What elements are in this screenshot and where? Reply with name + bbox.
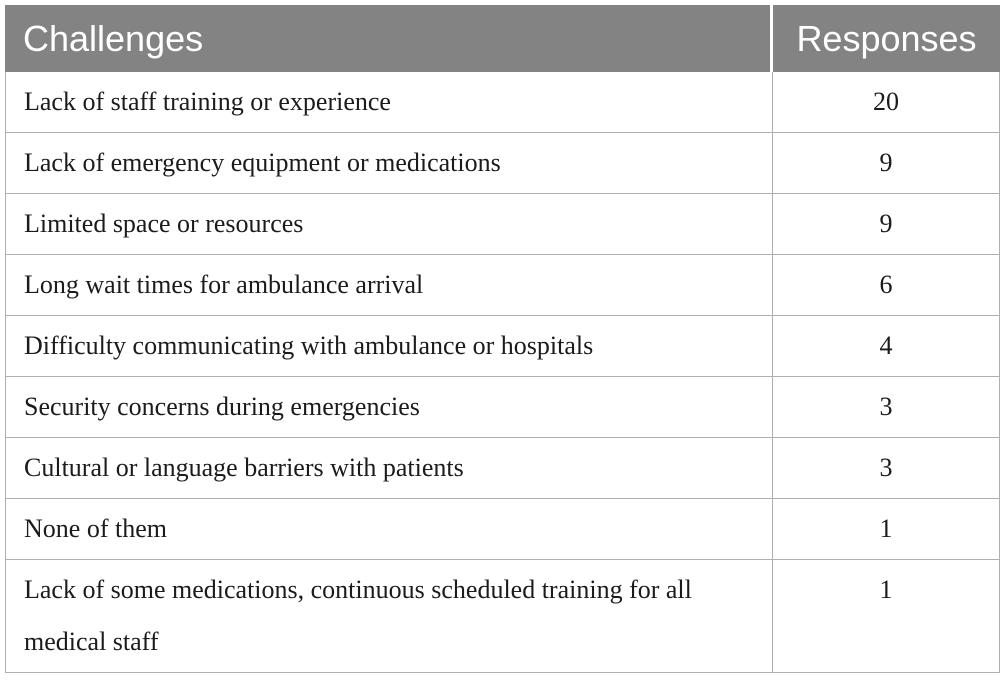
challenge-cell: Lack of staff training or experience bbox=[24, 87, 391, 116]
responses-cell: 3 bbox=[772, 438, 999, 498]
responses-cell: 9 bbox=[772, 133, 999, 193]
table-row: Lack of some medications, continuous sch… bbox=[6, 560, 999, 673]
responses-cell: 1 bbox=[772, 560, 999, 672]
table-row: Difficulty communicating with ambulance … bbox=[6, 316, 999, 377]
table-row: Lack of emergency equipment or medicatio… bbox=[6, 133, 999, 194]
responses-cell: 4 bbox=[772, 316, 999, 376]
challenge-cell: Long wait times for ambulance arrival bbox=[24, 270, 424, 299]
table-row: None of them 1 bbox=[6, 499, 999, 560]
challenge-cell: Lack of emergency equipment or medicatio… bbox=[24, 148, 501, 177]
table-row: Cultural or language barriers with patie… bbox=[6, 438, 999, 499]
challenge-cell: Lack of some medications, continuous sch… bbox=[24, 575, 692, 656]
table-body: Lack of staff training or experience 20 … bbox=[5, 72, 1000, 673]
challenges-responses-table: Challenges Responses Lack of staff train… bbox=[5, 5, 1000, 673]
challenge-cell: Limited space or resources bbox=[24, 209, 304, 238]
table-row: Limited space or resources 9 bbox=[6, 194, 999, 255]
table-row: Lack of staff training or experience 20 bbox=[6, 72, 999, 133]
challenge-cell: Cultural or language barriers with patie… bbox=[24, 453, 464, 482]
table-row: Long wait times for ambulance arrival 6 bbox=[6, 255, 999, 316]
column-header-responses: Responses bbox=[773, 5, 1000, 72]
challenge-cell: None of them bbox=[24, 514, 167, 543]
responses-cell: 3 bbox=[772, 377, 999, 437]
responses-cell: 9 bbox=[772, 194, 999, 254]
challenge-cell: Difficulty communicating with ambulance … bbox=[24, 331, 594, 360]
responses-cell: 20 bbox=[772, 72, 999, 132]
table-header-row: Challenges Responses bbox=[5, 5, 1000, 72]
column-header-challenges: Challenges bbox=[5, 5, 770, 72]
responses-cell: 6 bbox=[772, 255, 999, 315]
table-row: Security concerns during emergencies 3 bbox=[6, 377, 999, 438]
responses-cell: 1 bbox=[772, 499, 999, 559]
challenge-cell: Security concerns during emergencies bbox=[24, 392, 420, 421]
